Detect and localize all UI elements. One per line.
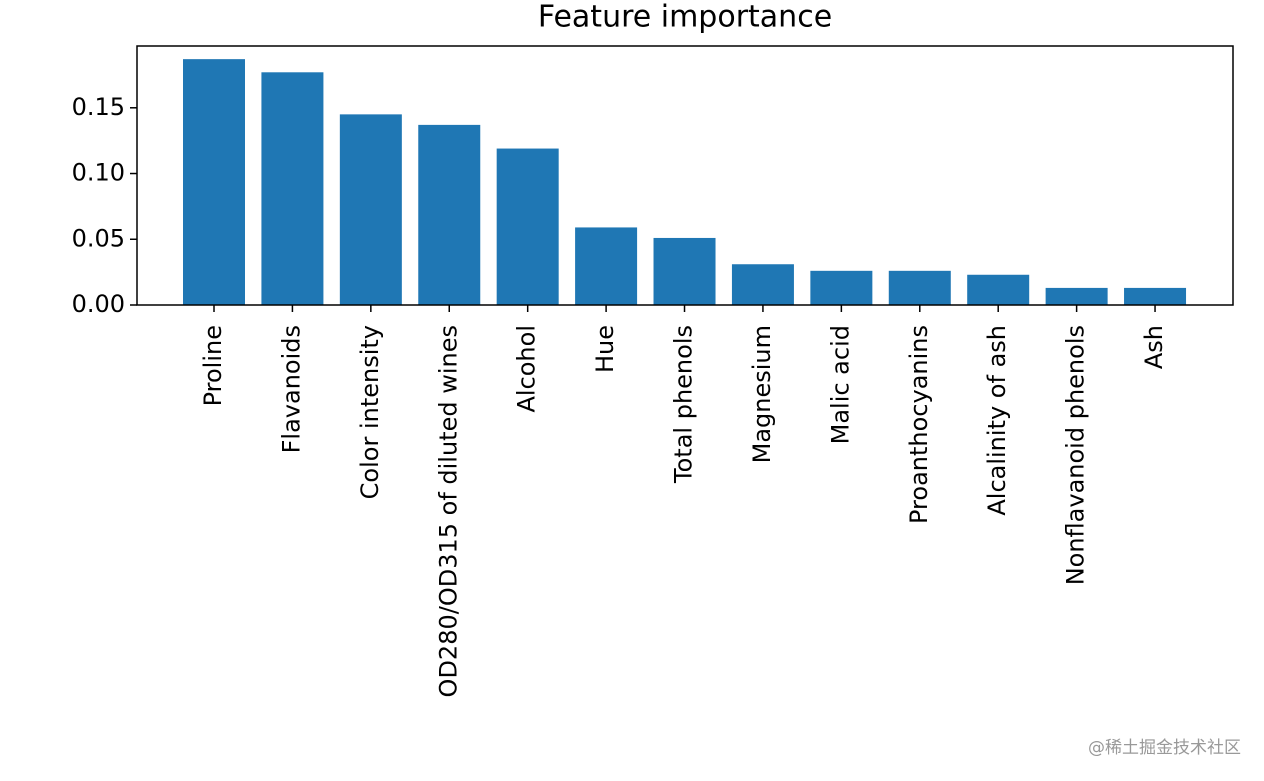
bar xyxy=(183,59,245,305)
bar xyxy=(418,124,481,306)
x-tick-label: Hue xyxy=(591,325,619,373)
x-tick-label: Total phenols xyxy=(670,325,698,484)
bar xyxy=(653,237,716,305)
x-tick-label: Malic acid xyxy=(826,325,854,444)
x-tick-label: Proline xyxy=(199,325,227,406)
bar xyxy=(731,264,794,305)
bar xyxy=(496,148,559,305)
x-tick-label: Nonflavanoid phenols xyxy=(1062,325,1090,585)
bar xyxy=(1045,287,1108,305)
x-tick-label: Color intensity xyxy=(356,325,384,499)
bar xyxy=(967,274,1030,305)
x-tick-label: OD280/OD315 of diluted wines xyxy=(434,325,462,697)
watermark: @稀土掘金技术社区 xyxy=(1088,738,1241,758)
bar xyxy=(1124,287,1187,305)
bar xyxy=(261,72,324,305)
y-tick-label: 0.15 xyxy=(72,93,125,121)
y-tick-label: 0.05 xyxy=(72,224,125,252)
x-tick-label: Proanthocyanins xyxy=(905,325,933,524)
x-tick-label: Ash xyxy=(1140,325,1168,369)
y-tick-label: 0.00 xyxy=(72,290,125,318)
x-tick-label: Alcohol xyxy=(513,325,541,413)
x-tick-label: Flavanoids xyxy=(277,325,305,453)
chart-title: Feature importance xyxy=(538,0,832,35)
bar xyxy=(339,114,402,305)
x-tick-label: Magnesium xyxy=(748,325,776,463)
bar xyxy=(888,270,951,305)
bar xyxy=(575,227,638,305)
plot-frame xyxy=(136,45,1234,306)
x-tick-label: Alcalinity of ash xyxy=(983,325,1011,516)
bar xyxy=(810,270,873,305)
y-tick-label: 0.10 xyxy=(72,159,125,187)
